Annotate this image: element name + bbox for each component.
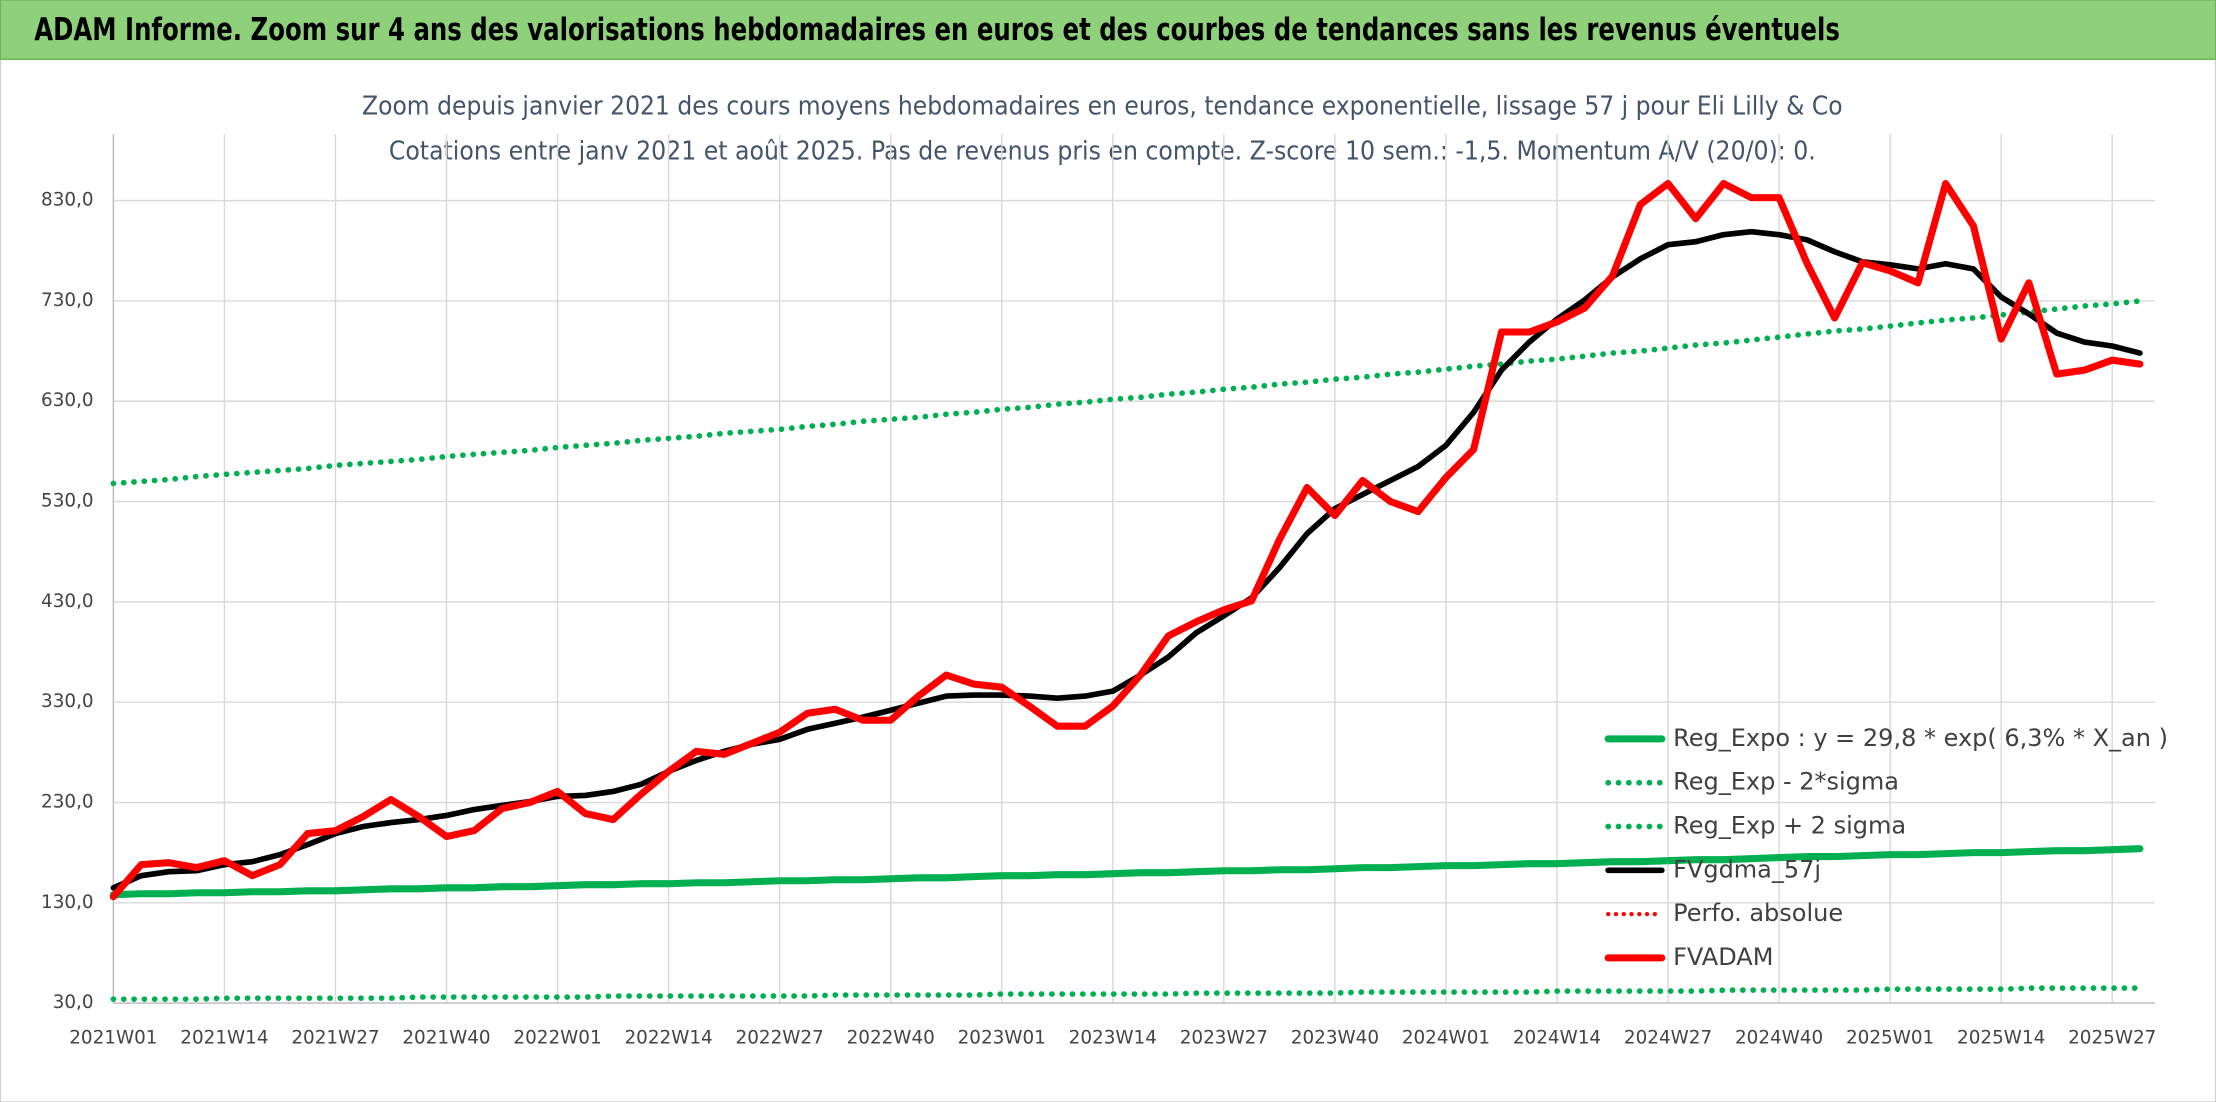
header-bar (0, 0, 2216, 61)
chart-title: Zoom depuis janvier 2021 des cours moyen… (362, 90, 1843, 120)
y-tick-label: 330,0 (41, 691, 94, 712)
x-tick-label: 2023W14 (1069, 1027, 1157, 1048)
y-tick-label: 630,0 (41, 390, 94, 411)
series-line (109, 845, 2144, 899)
x-tick-label: 2024W01 (1402, 1027, 1490, 1048)
x-tick-label: 2021W01 (69, 1027, 157, 1048)
x-tick-label: 2022W01 (513, 1027, 601, 1048)
y-tick-label: 130,0 (41, 892, 94, 913)
x-tick-label: 2023W27 (1180, 1027, 1268, 1048)
x-tick-label: 2022W27 (736, 1027, 824, 1048)
x-tick-label: 2023W40 (1291, 1027, 1379, 1048)
legend-label: FVgdma_57j (1673, 855, 1821, 883)
legend-label: Reg_Expo : y = 29,8 * exp( 6,3% * X_an ) (1673, 724, 2168, 752)
series-line (109, 179, 2144, 901)
y-tick-label: 530,0 (41, 491, 94, 512)
x-tick-label: 2025W14 (1957, 1027, 2045, 1048)
y-tick-label: 30,0 (53, 992, 94, 1013)
x-tick-label: 2023W01 (958, 1027, 1046, 1048)
y-tick-label: 430,0 (41, 591, 94, 612)
legend-label: Reg_Exp - 2*sigma (1673, 768, 1899, 796)
legend-label: Reg_Exp + 2 sigma (1673, 812, 1906, 840)
x-tick-label: 2024W27 (1624, 1027, 1712, 1048)
legend-label: Perfo. absolue (1673, 899, 1843, 927)
chart-subtitle: Cotations entre janv 2021 et août 2025. … (389, 136, 1816, 166)
x-tick-label: 2025W01 (1846, 1027, 1934, 1048)
x-tick-label: 2021W27 (291, 1027, 379, 1048)
x-tick-label: 2022W40 (847, 1027, 935, 1048)
y-tick-label: 730,0 (41, 290, 94, 311)
series-line (110, 298, 2143, 487)
x-tick-label: 2024W40 (1735, 1027, 1823, 1048)
x-tick-label: 2022W14 (624, 1027, 712, 1048)
y-tick-label: 830,0 (41, 190, 94, 211)
series-line (110, 228, 2143, 891)
x-tick-label: 2025W27 (2068, 1027, 2156, 1048)
x-tick-label: 2021W14 (180, 1027, 268, 1048)
legend-label: FVADAM (1673, 943, 1773, 971)
x-tick-label: 2024W14 (1513, 1027, 1601, 1048)
header-title: ADAM Informe. Zoom sur 4 ans des valoris… (34, 12, 1840, 48)
x-tick-label: 2021W40 (402, 1027, 490, 1048)
y-tick-label: 230,0 (41, 791, 94, 812)
series-line (110, 985, 2143, 1002)
